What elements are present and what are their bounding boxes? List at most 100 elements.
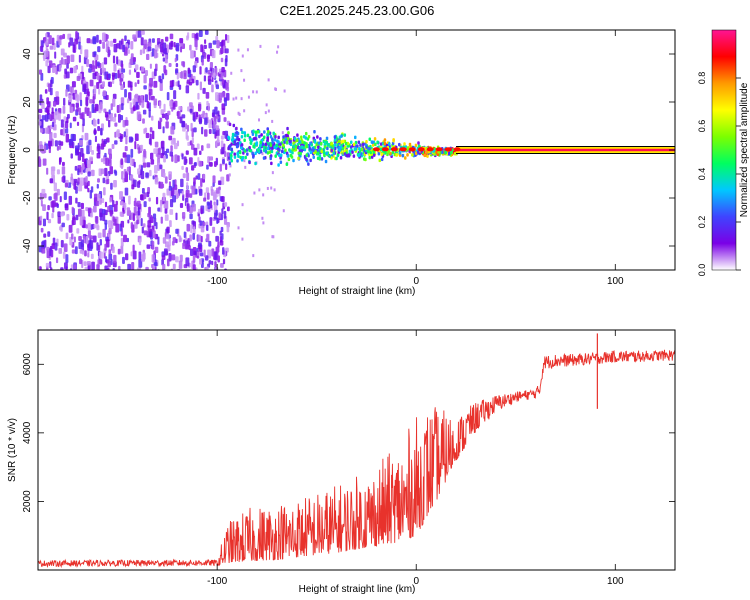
noise-pixel bbox=[119, 211, 123, 217]
noise-pixel bbox=[46, 106, 50, 114]
signal-pixel bbox=[380, 142, 383, 146]
noise-pixel bbox=[198, 30, 203, 37]
signal-pixel bbox=[352, 142, 356, 147]
noise-pixel bbox=[196, 143, 200, 150]
noise-pixel bbox=[168, 238, 171, 247]
signal-pixel bbox=[376, 140, 379, 145]
noise-pixel bbox=[127, 263, 132, 270]
noise-pixel bbox=[171, 241, 175, 246]
noise-pixel bbox=[41, 115, 46, 121]
signal-pixel bbox=[242, 151, 245, 155]
noise-pixel bbox=[40, 215, 43, 221]
noise-pixel bbox=[204, 117, 208, 125]
noise-pixel bbox=[255, 90, 258, 94]
noise-pixel bbox=[137, 168, 141, 175]
noise-pixel bbox=[195, 79, 199, 86]
noise-pixel bbox=[227, 80, 230, 84]
noise-pixel bbox=[104, 265, 108, 270]
signal-pixel bbox=[271, 140, 274, 145]
noise-pixel bbox=[165, 115, 169, 121]
noise-pixel bbox=[126, 154, 131, 164]
noise-pixel bbox=[69, 86, 73, 93]
signal-pixel bbox=[341, 146, 345, 151]
noise-pixel bbox=[226, 206, 230, 212]
noise-pixel bbox=[117, 248, 121, 255]
noise-pixel bbox=[139, 49, 143, 56]
noise-pixel bbox=[112, 55, 116, 64]
noise-pixel bbox=[88, 139, 92, 146]
noise-pixel bbox=[121, 73, 125, 79]
noise-pixel bbox=[165, 148, 170, 153]
noise-pixel bbox=[134, 82, 137, 87]
noise-pixel bbox=[185, 257, 190, 267]
noise-pixel bbox=[191, 137, 194, 144]
noise-pixel bbox=[137, 79, 140, 85]
noise-pixel bbox=[52, 100, 57, 107]
noise-pixel bbox=[221, 67, 225, 73]
signal-pixel bbox=[386, 152, 389, 157]
noise-pixel bbox=[177, 80, 180, 88]
noise-pixel bbox=[214, 261, 217, 267]
noise-pixel bbox=[103, 187, 106, 196]
noise-pixel bbox=[144, 127, 148, 133]
noise-pixel bbox=[77, 177, 80, 184]
signal-pixel bbox=[373, 137, 377, 141]
noise-pixel bbox=[92, 95, 95, 104]
noise-pixel bbox=[99, 251, 103, 259]
noise-pixel bbox=[162, 57, 166, 62]
noise-pixel bbox=[120, 237, 124, 247]
signal-pixel bbox=[325, 140, 329, 145]
noise-pixel bbox=[148, 102, 151, 112]
signal-pixel bbox=[319, 146, 322, 151]
noise-pixel bbox=[215, 235, 219, 242]
noise-pixel bbox=[83, 261, 87, 267]
noise-pixel bbox=[138, 238, 142, 246]
noise-pixel bbox=[104, 34, 109, 39]
signal-pixel bbox=[343, 145, 347, 149]
noise-pixel bbox=[50, 267, 53, 270]
noise-pixel bbox=[224, 97, 227, 107]
noise-pixel bbox=[136, 267, 140, 270]
noise-pixel bbox=[163, 103, 166, 113]
signal-pixel bbox=[351, 150, 354, 154]
noise-pixel bbox=[99, 239, 102, 246]
noise-pixel bbox=[225, 33, 228, 41]
signal-pixel bbox=[262, 135, 266, 140]
signal-pixel bbox=[423, 153, 426, 158]
noise-pixel bbox=[78, 241, 83, 250]
noise-pixel bbox=[175, 69, 179, 74]
noise-pixel bbox=[185, 189, 190, 198]
noise-pixel bbox=[76, 228, 80, 234]
noise-pixel bbox=[264, 111, 267, 115]
noise-pixel bbox=[200, 44, 203, 53]
noise-pixel bbox=[126, 98, 130, 104]
noise-pixel bbox=[137, 207, 140, 216]
signal-pixel bbox=[408, 142, 412, 147]
noise-pixel bbox=[71, 249, 76, 254]
noise-pixel bbox=[64, 182, 69, 188]
noise-pixel bbox=[189, 213, 193, 220]
noise-pixel bbox=[124, 171, 128, 180]
noise-pixel bbox=[270, 186, 273, 190]
signal-pixel bbox=[241, 130, 244, 135]
noise-pixel bbox=[40, 227, 44, 233]
noise-pixel bbox=[166, 258, 170, 267]
noise-pixel bbox=[130, 251, 134, 257]
noise-pixel bbox=[136, 71, 140, 79]
noise-pixel bbox=[148, 138, 152, 145]
signal-pixel bbox=[359, 143, 362, 147]
noise-pixel bbox=[65, 71, 70, 79]
noise-pixel bbox=[58, 247, 63, 254]
noise-pixel bbox=[101, 62, 104, 71]
noise-pixel bbox=[96, 72, 100, 80]
noise-pixel bbox=[244, 165, 247, 169]
signal-pixel bbox=[333, 143, 337, 147]
noise-pixel bbox=[208, 162, 213, 167]
signal-pixel bbox=[384, 150, 387, 155]
noise-pixel bbox=[144, 94, 148, 103]
signal-pixel bbox=[295, 138, 299, 143]
noise-pixel bbox=[145, 132, 150, 139]
noise-pixel bbox=[193, 127, 197, 133]
noise-pixel bbox=[197, 234, 201, 242]
noise-pixel bbox=[221, 79, 225, 85]
